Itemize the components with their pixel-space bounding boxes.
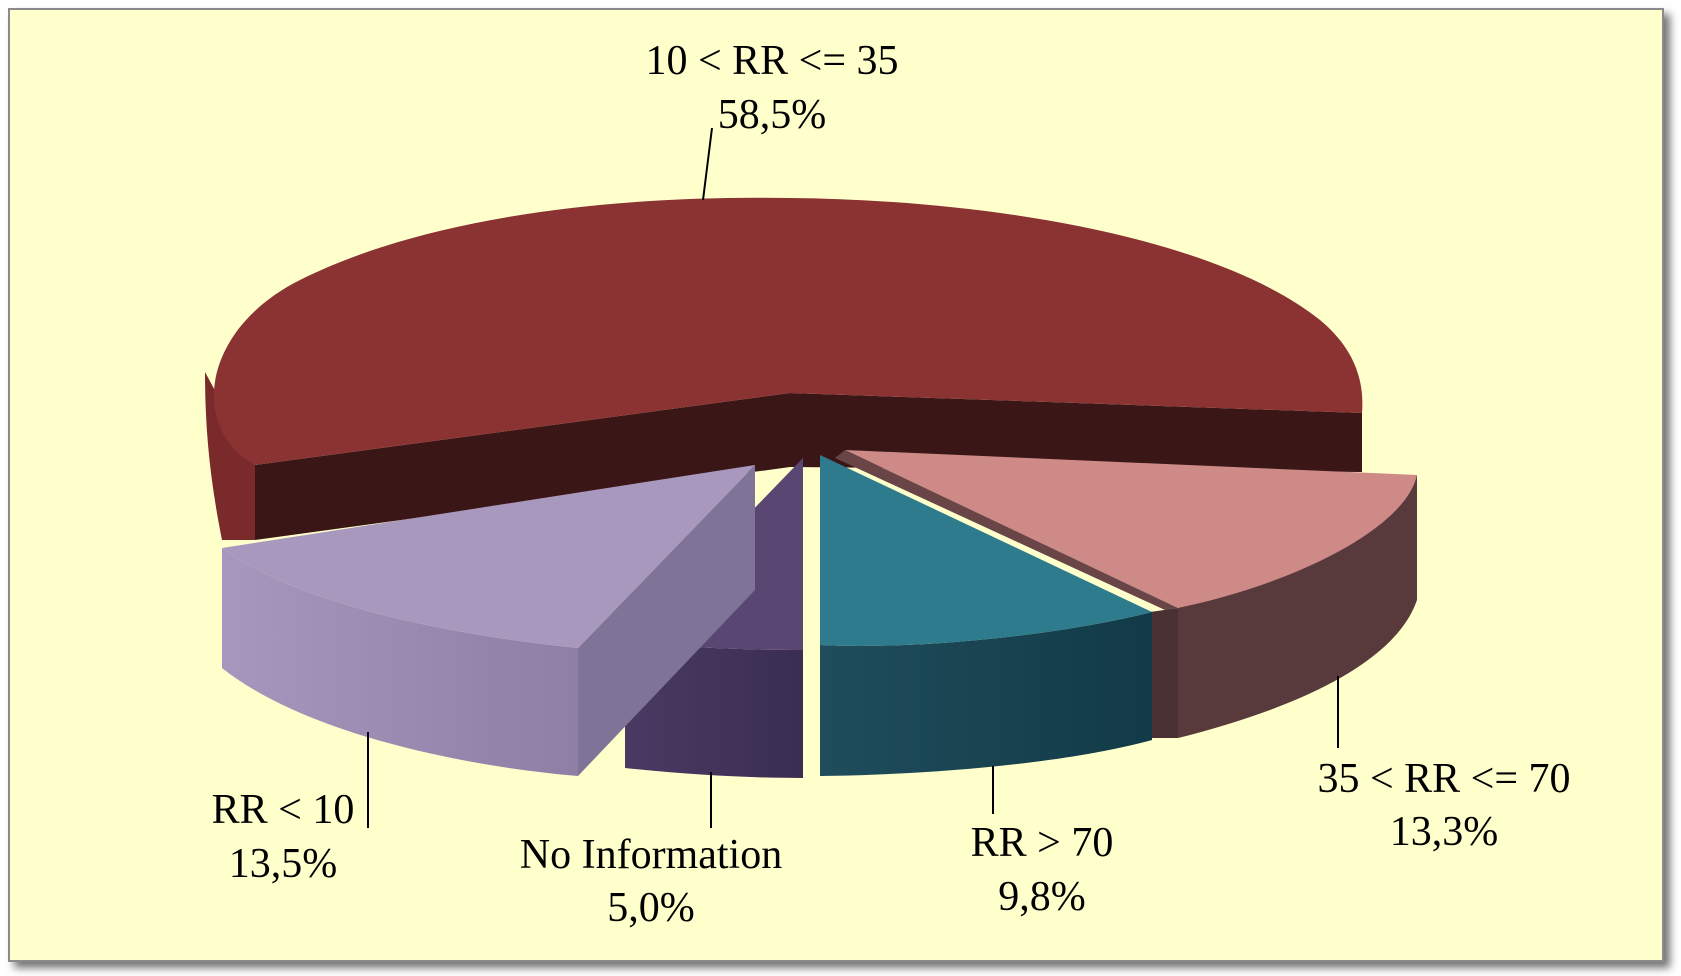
pie-slice-rr-70 <box>820 455 1152 776</box>
leader-line-10-rr-35 <box>702 127 713 201</box>
slice-label-rr-10: RR < 10 <box>212 787 355 833</box>
pie-slice-10-rr-35 <box>205 197 1363 540</box>
pie-slice-rr-10 <box>222 465 755 776</box>
slice-label-no-information: No Information <box>520 832 782 878</box>
slice-value-no-information: 5,0% <box>607 885 695 931</box>
slice-value-rr-70: 9,8% <box>998 874 1086 920</box>
slice-label-10-rr-35: 10 < RR <= 35 <box>645 38 898 84</box>
slice-label-rr-70: RR > 70 <box>971 820 1114 866</box>
slice-value-35-rr-70: 13,3% <box>1390 809 1499 855</box>
slice-value-rr-10: 13,5% <box>229 841 338 887</box>
slice-label-35-rr-70: 35 < RR <= 70 <box>1317 756 1570 802</box>
pie-slice-35-rr-70 <box>835 450 1417 738</box>
slice-value-10-rr-35: 58,5% <box>718 92 827 138</box>
